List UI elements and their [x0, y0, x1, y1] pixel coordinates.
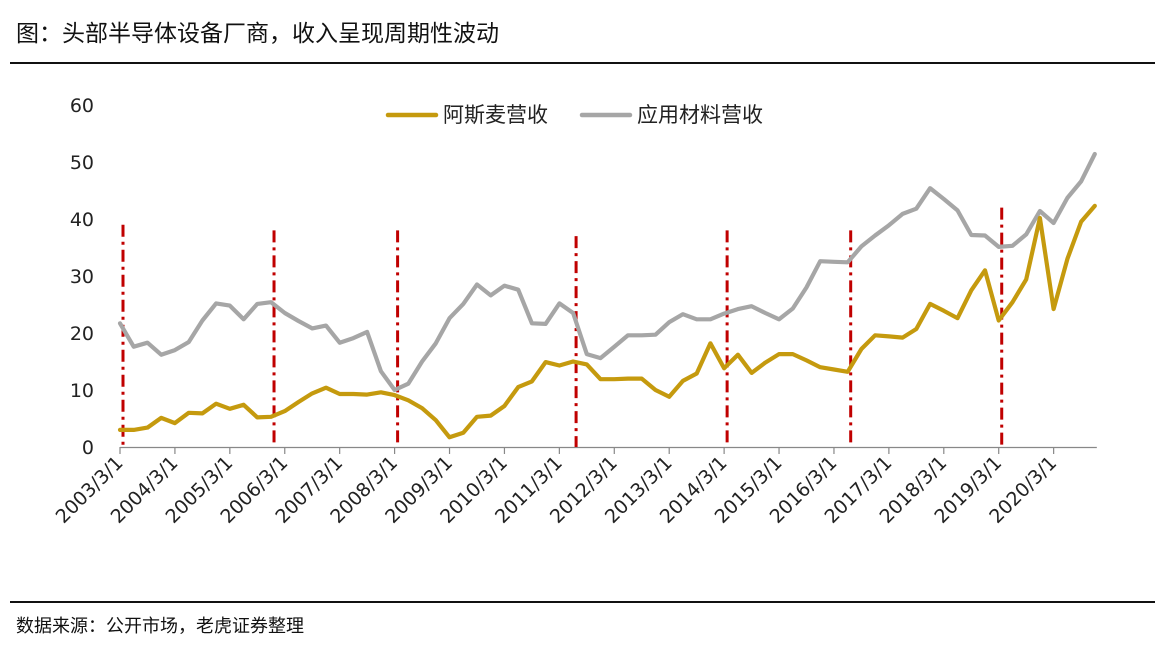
y-tick-label: 40: [70, 209, 94, 231]
y-tick-label: 50: [70, 152, 94, 174]
legend-label: 阿斯麦营收: [443, 103, 548, 127]
series-line-asml: [117, 203, 1097, 440]
y-tick-label: 10: [70, 380, 94, 402]
source-note: 数据来源：公开市场，老虎证券整理: [16, 616, 304, 637]
chart-legend: 阿斯麦营收 应用材料营收: [385, 103, 763, 127]
series-line-amat: [117, 151, 1097, 393]
line-chart: 01020304050602003/3/12004/3/12005/3/1200…: [52, 95, 1097, 528]
legend-label: 应用材料营收: [637, 103, 763, 127]
y-tick-label: 0: [82, 437, 94, 459]
top-divider: [10, 62, 1155, 64]
chart-title: 图：头部半导体设备厂商，收入呈现周期性波动: [16, 21, 499, 47]
y-tick-label: 60: [70, 95, 94, 117]
y-tick-label: 20: [70, 323, 94, 345]
bottom-divider: [10, 601, 1155, 603]
chart-series: [117, 151, 1097, 440]
cycle-marker-lines: [121, 207, 1004, 447]
y-tick-label: 30: [70, 266, 94, 288]
